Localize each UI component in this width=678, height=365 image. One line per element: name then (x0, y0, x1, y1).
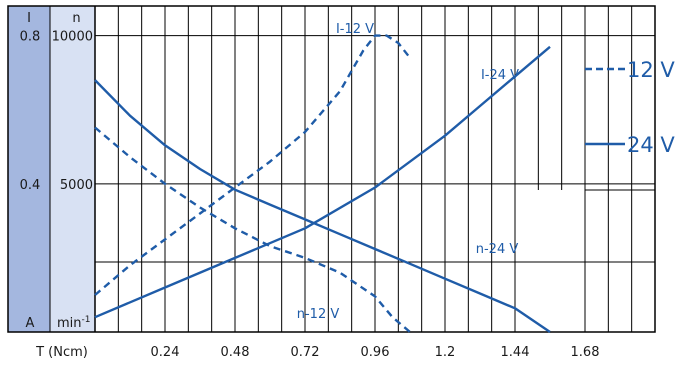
series-label: I-24 V (481, 68, 519, 83)
x-tick-label: 1.68 (571, 345, 600, 360)
axis-i-tick: 0.4 (20, 178, 41, 193)
x-tick-label: 0.72 (291, 345, 320, 360)
axis-n-unit-exp: -1 (82, 315, 91, 325)
x-axis-label: T (Ncm) (35, 345, 88, 360)
series-label: I-12 V (336, 22, 374, 37)
x-tick-label: 0.96 (361, 345, 390, 360)
axis-i-header: I (27, 11, 31, 26)
axis-n-unit-base: min (57, 316, 82, 331)
axis-i-tick: 0.8 (20, 30, 41, 45)
grid (7, 5, 656, 333)
series-line-n-12-v (94, 126, 411, 333)
series-label: n-24 V (476, 242, 519, 257)
x-tick-label: 0.24 (151, 345, 180, 360)
legend-label: 24 V (627, 133, 675, 157)
series-line-i-12-v (94, 34, 411, 296)
x-tick-label: 1.44 (501, 345, 530, 360)
axis-n-tick: 10000 (52, 30, 93, 45)
legend-label: 12 V (627, 58, 675, 82)
axis-n-band (50, 6, 95, 332)
series-line-i-24-v (94, 45, 551, 319)
axis-n-tick: 5000 (60, 178, 93, 193)
series-label: n-12 V (297, 307, 340, 322)
x-tick-label: 0.48 (221, 345, 250, 360)
x-tick-label: 1.2 (435, 345, 456, 360)
axis-n-header: n (72, 11, 80, 26)
series-line-n-24-v (94, 79, 551, 333)
axis-i-band (8, 6, 50, 332)
plot-frame (7, 5, 656, 333)
axis-n-unit: min-1 (57, 315, 91, 331)
axis-i-unit: A (26, 316, 35, 331)
